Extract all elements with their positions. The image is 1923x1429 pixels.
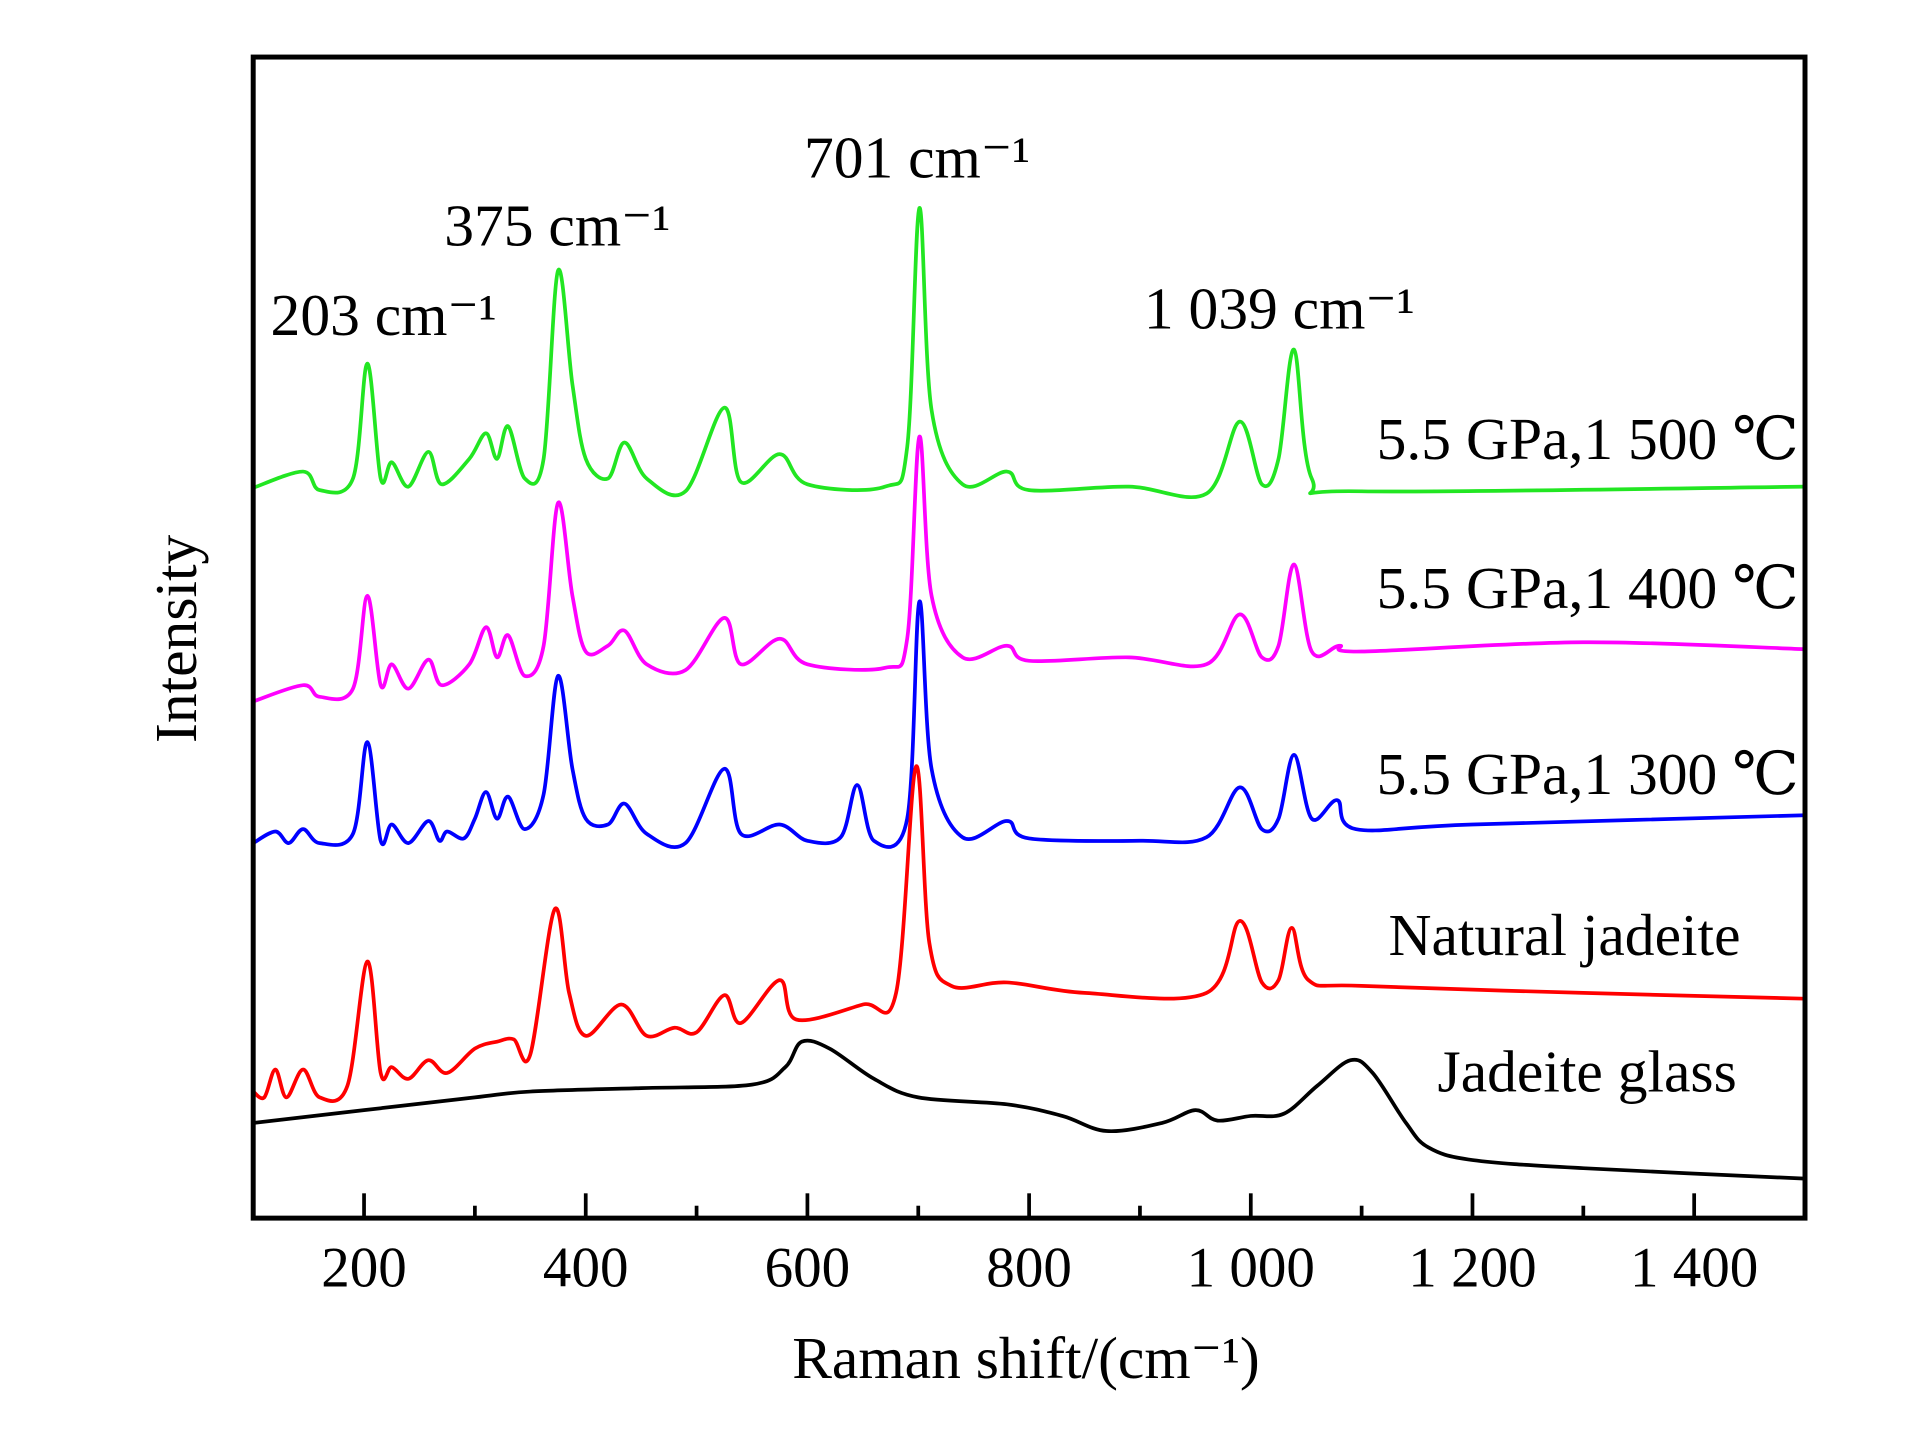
peak-label: 701 cm⁻¹ <box>804 124 1030 190</box>
series-label: Natural jadeite <box>1388 902 1740 968</box>
x-tick-label: 1 000 <box>1187 1236 1315 1299</box>
series-lines <box>252 206 1806 1181</box>
peak-annotations: 203 cm⁻¹ 375 cm⁻¹ 701 cm⁻¹ 1 039 cm⁻¹ <box>271 124 1415 348</box>
x-tick-label: 600 <box>765 1236 851 1299</box>
series-line-1 <box>252 434 1806 704</box>
series-line-3 <box>252 764 1806 1103</box>
series-label: 5.5 GPa,1 300 ℃ <box>1377 741 1799 807</box>
peak-label: 1 039 cm⁻¹ <box>1144 276 1415 342</box>
plot-frame <box>250 54 1808 1221</box>
x-tick-label: 200 <box>321 1236 407 1299</box>
x-tick-label: 1 400 <box>1630 1236 1758 1299</box>
series-line-2 <box>252 599 1806 849</box>
series-label: 5.5 GPa,1 400 ℃ <box>1377 555 1799 621</box>
series-line-0 <box>252 206 1806 499</box>
x-tick-label: 800 <box>986 1236 1072 1299</box>
series-label: Jadeite glass <box>1438 1039 1737 1105</box>
y-axis-title: Intensity <box>143 534 209 743</box>
series-labels: 5.5 GPa,1 500 ℃ 5.5 GPa,1 400 ℃ 5.5 GPa,1 … <box>1377 406 1799 1105</box>
peak-label: 203 cm⁻¹ <box>271 282 497 348</box>
x-axis-title: Raman shift/(cm⁻¹) <box>792 1325 1260 1391</box>
series-line-4 <box>252 1038 1806 1181</box>
x-tick-labels: 200 400 600 800 1 000 1 200 1 400 <box>321 1236 1758 1299</box>
series-label: 5.5 GPa,1 500 ℃ <box>1377 406 1799 472</box>
x-tick-label: 1 200 <box>1408 1236 1536 1299</box>
x-tick-label: 400 <box>543 1236 629 1299</box>
peak-label: 375 cm⁻¹ <box>444 193 670 259</box>
x-axis-ticks <box>362 1193 1697 1219</box>
